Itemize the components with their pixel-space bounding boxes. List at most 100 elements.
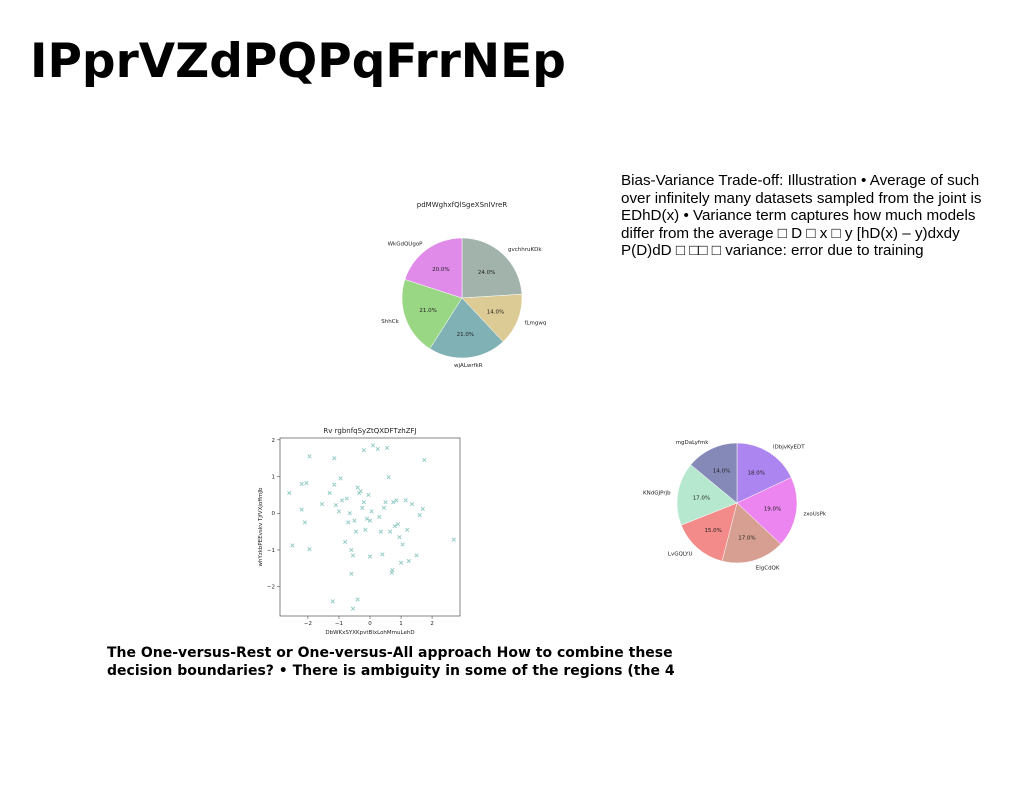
pie-slice <box>676 464 738 526</box>
scatter-point <box>336 509 342 514</box>
pie-chart-2: 18.0% lDbjvKyEDT 19.0% zxoUsPk 17.0% ElgCdQK 1… <box>643 440 827 572</box>
pie-slice-label: ShhCk <box>381 319 399 325</box>
scatter-point <box>302 520 307 525</box>
scatter-point <box>392 523 397 529</box>
x-tick-label: 0 <box>368 621 372 627</box>
scatter-point <box>307 454 312 459</box>
pie-title: pdMWghxfQlSgeXSnIVreR <box>417 201 508 209</box>
scatter-point <box>350 553 356 558</box>
scatter-point <box>378 529 383 534</box>
scatter-point <box>327 490 332 496</box>
scatter-point <box>338 476 343 481</box>
x-tick-label: 1 <box>399 621 403 627</box>
scatter-point <box>333 503 338 508</box>
pie-percent-label: 14.0% <box>713 468 730 474</box>
scatter-point <box>361 500 366 505</box>
scatter-point <box>347 511 352 516</box>
scatter-point <box>414 553 419 558</box>
scatter-point <box>394 498 399 503</box>
scatter-point <box>369 509 374 514</box>
pie-chart-1: pdMWghxfQlSgeXSnIVreR 24.0% gvchhruKDk 14.0… <box>381 201 546 369</box>
scatter-point <box>406 558 411 564</box>
scatter-point <box>375 446 380 452</box>
pie-percent-label: 21.0% <box>419 308 436 314</box>
scatter-point <box>390 568 395 573</box>
scatter-point <box>380 552 385 557</box>
scatter-point <box>353 529 359 534</box>
scatter-point <box>299 507 304 512</box>
scatter-point <box>391 500 396 505</box>
scatter-point <box>299 481 304 486</box>
pie-percent-label: 18.0% <box>748 471 765 477</box>
pie-slice-label: gvchhruKDk <box>508 247 542 253</box>
scatter-point <box>366 492 371 498</box>
pie-percent-label: 17.0% <box>693 495 710 501</box>
scatter-chart: Rv rgbnfqSyZtQXDFTzhZFJ −2 −1 0 1 2 −2 −1 0 1 2 DbW… <box>258 427 461 636</box>
scatter-point <box>290 543 295 548</box>
scatter-title: Rv rgbnfqSyZtQXDFTzhZFJ <box>323 427 416 435</box>
pie-slice <box>429 297 504 359</box>
scatter-point <box>383 500 388 505</box>
scatter-point <box>346 520 351 525</box>
scatter-point <box>367 554 373 559</box>
pie-slice-label: lDbjvKyEDT <box>773 444 805 450</box>
scatter-point <box>339 498 345 503</box>
scatter-point <box>377 514 382 520</box>
scatter-point <box>405 527 410 532</box>
y-tick-label: 1 <box>272 475 276 481</box>
scatter-point <box>400 542 405 547</box>
scatter-point <box>360 505 365 510</box>
scatter-point <box>319 501 325 507</box>
pie-slice <box>736 442 792 504</box>
pie-slice <box>461 293 523 343</box>
pie-slice <box>680 502 738 562</box>
pie-percent-label: 17.0% <box>738 536 755 542</box>
scatter-point <box>332 482 337 487</box>
scatter-point <box>330 599 335 604</box>
pie-slice-label: ElgCdQK <box>756 566 780 572</box>
scatter-point <box>367 518 373 523</box>
y-tick-label: −2 <box>267 585 275 591</box>
pie-slice-label: LvGQLYU <box>668 551 693 557</box>
scatter-point <box>403 498 408 503</box>
pie-slice <box>721 502 782 564</box>
slide-title: IPprVZdPQPqFrrNEp <box>30 34 566 89</box>
x-tick-label: −1 <box>335 621 343 627</box>
scatter-point <box>398 560 404 565</box>
scatter-point <box>307 547 312 552</box>
scatter-point <box>422 457 427 463</box>
pie-slice-label: wjALwrfkR <box>454 363 483 369</box>
pie-slice <box>736 477 798 545</box>
x-tick-label: −2 <box>304 621 312 627</box>
scatter-point <box>364 516 370 521</box>
scatter-point <box>381 505 387 510</box>
scatter-point <box>355 485 360 490</box>
y-tick-label: 0 <box>272 511 276 517</box>
scatter-point <box>349 547 354 553</box>
y-tick-label: −1 <box>267 548 275 554</box>
pie-percent-label: 15.0% <box>704 528 721 534</box>
pie-slice <box>401 279 463 350</box>
y-axis-label: whYzkbPEEvskv TjfVXjoffmJb <box>258 487 264 566</box>
scatter-point <box>386 475 391 480</box>
pie-slice-label: WkGdQUgoP <box>388 242 424 248</box>
scatter-point <box>332 456 337 461</box>
scatter-point <box>304 481 309 486</box>
pie-slice-label: KNdGJPrjb <box>643 490 671 496</box>
y-tick-label: 2 <box>272 438 276 444</box>
pie-percent-label: 20.0% <box>432 267 449 273</box>
bias-variance-text: Bias-Variance Trade-off: Illustration • … <box>621 172 982 260</box>
scatter-point <box>343 539 348 544</box>
scatter-point <box>358 489 363 494</box>
scatter-point <box>417 512 422 518</box>
scatter-point <box>409 501 415 507</box>
pie-slice-label: zxoUsPk <box>803 512 827 518</box>
scatter-point <box>287 490 292 496</box>
scatter-point <box>384 445 390 451</box>
scatter-point <box>370 443 376 448</box>
pie-slice-label: fLmgwq <box>524 321 546 327</box>
scatter-point <box>344 496 349 501</box>
scatter-point <box>397 534 402 540</box>
plot-frame <box>279 437 461 617</box>
scatter-point <box>451 537 456 542</box>
